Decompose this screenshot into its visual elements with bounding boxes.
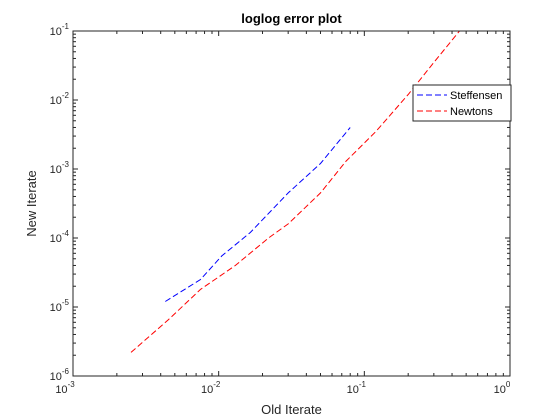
axes-background bbox=[73, 31, 510, 376]
y-axis-label: New Iterate bbox=[24, 170, 39, 236]
y-tick-base: 10 bbox=[50, 26, 62, 38]
legend-label-newtons: Newtons bbox=[450, 106, 493, 118]
y-tick-base: 10 bbox=[50, 371, 62, 383]
y-tick-label: 10-5 bbox=[50, 298, 70, 314]
y-tick-exponent: -6 bbox=[62, 367, 70, 376]
y-tick-base: 10 bbox=[50, 302, 62, 314]
axes-box bbox=[72, 30, 511, 377]
x-tick-base: 10 bbox=[201, 384, 213, 396]
x-tick-label: 10-3 bbox=[55, 380, 75, 396]
x-tick-base: 10 bbox=[347, 384, 359, 396]
x-tick-labels: 10-3 10-2 10-1 100 bbox=[55, 380, 511, 396]
series-line-steffensen bbox=[165, 127, 351, 302]
y-tick-label: 10-2 bbox=[50, 91, 70, 107]
y-tick-exponent: -2 bbox=[62, 91, 70, 100]
y-tick-label: 10-6 bbox=[50, 367, 70, 383]
x-axis-label: Old Iterate bbox=[261, 402, 322, 417]
y-tick-exponent: -1 bbox=[62, 22, 70, 31]
legend-label-steffensen: Steffensen bbox=[450, 90, 502, 102]
x-tick-base: 10 bbox=[494, 384, 506, 396]
legend-box bbox=[412, 84, 512, 122]
y-tick-exponent: -5 bbox=[62, 298, 70, 307]
y-tick-labels: 10-610-510-410-310-210-1 bbox=[50, 22, 70, 383]
x-tick-exponent: -2 bbox=[213, 380, 221, 389]
series-lines bbox=[130, 30, 460, 353]
y-tick-label: 10-1 bbox=[50, 22, 70, 38]
x-tick-base: 10 bbox=[55, 384, 67, 396]
y-tick-base: 10 bbox=[50, 233, 62, 245]
legend: Steffensen Newtons bbox=[412, 84, 512, 122]
x-tick-label: 10-1 bbox=[347, 380, 367, 396]
x-tick-exponent: -1 bbox=[359, 380, 367, 389]
x-tick-label: 10-2 bbox=[201, 380, 221, 396]
y-tick-base: 10 bbox=[50, 164, 62, 176]
y-tick-base: 10 bbox=[50, 95, 62, 107]
chart-title: loglog error plot bbox=[241, 11, 342, 26]
x-tick-exponent: -3 bbox=[68, 380, 76, 389]
y-tick-label: 10-3 bbox=[50, 160, 70, 176]
y-tick-label: 10-4 bbox=[50, 229, 70, 245]
y-tick-exponent: -3 bbox=[62, 160, 70, 169]
x-tick-label: 100 bbox=[494, 380, 511, 396]
y-tick-exponent: -4 bbox=[62, 229, 70, 238]
x-tick-exponent: 0 bbox=[506, 380, 511, 389]
series-line-newtons bbox=[130, 30, 460, 353]
